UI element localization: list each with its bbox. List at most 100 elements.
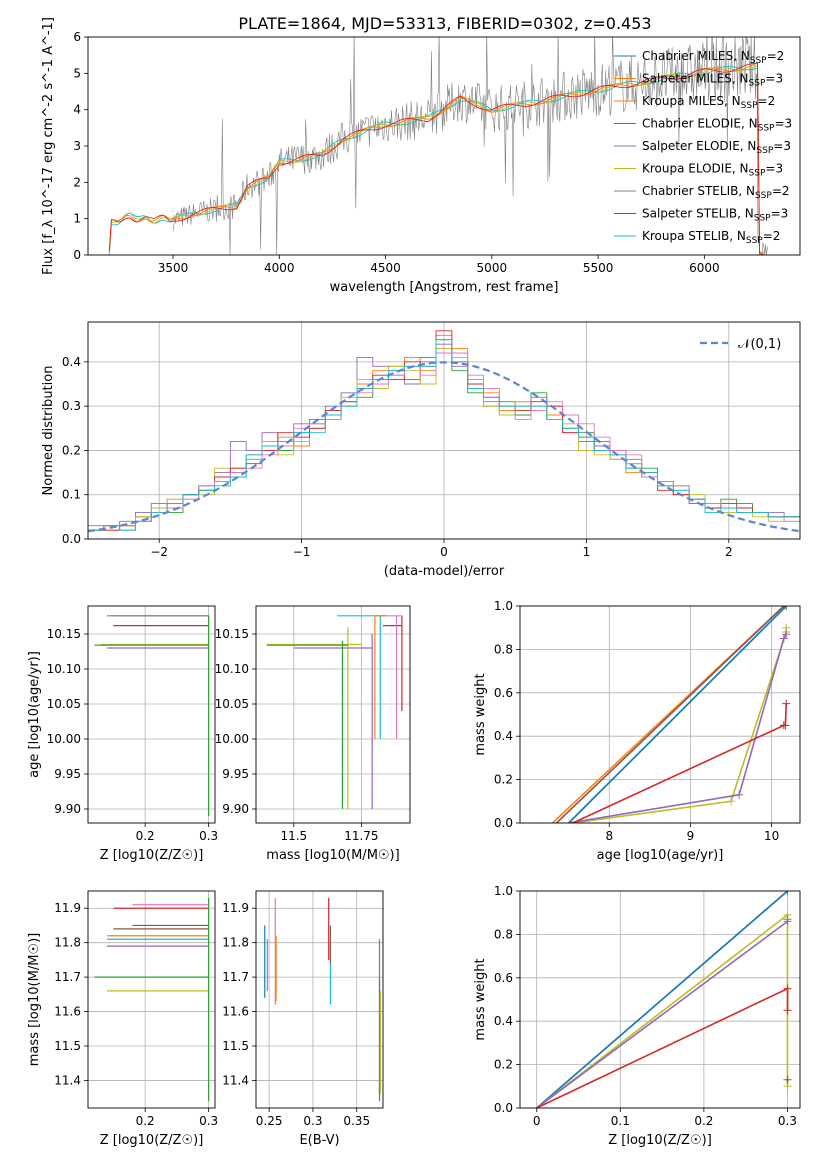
- y-tick-label: 1.0: [494, 884, 513, 898]
- weight-line: [536, 987, 789, 1108]
- x-tick-label: 11.75: [344, 829, 378, 843]
- y-tick-label: 4: [73, 103, 81, 117]
- x-tick-label: 9: [687, 829, 695, 843]
- x-axis-label: E(B-V): [299, 1133, 339, 1148]
- panel-spectrum: 3500 4000 4500 5000 5500 6000 0 1 2 3 4 5 6 wavelengt…: [41, 17, 801, 295]
- weight-line: [568, 633, 787, 823]
- y-tick-label: 5: [73, 66, 81, 80]
- panel-mass-vs-z: 0.2 0.3 11.4 11.5 11.6 11.7 11.8 11.9 Z [log10(Z…: [27, 890, 218, 1148]
- y-tick-label: 0.4: [494, 729, 513, 743]
- y-axis-label: Flux [f_λ 10^-17 erg cm^-2 s^-1 A^-1]: [41, 17, 56, 275]
- legend-label: Chabrier ELODIE, NSSP=3: [642, 117, 792, 134]
- y-tick-label: 6: [73, 30, 81, 44]
- x-axis-label: Z [log10(Z/Z☉)]: [608, 1133, 712, 1148]
- weight-marker: [782, 630, 791, 639]
- y-tick-label: 10.05: [215, 697, 249, 711]
- legend-subscript: SSP: [746, 236, 763, 246]
- axes-frame: [87, 890, 216, 1109]
- x-tick-label: 11.5: [280, 829, 307, 843]
- plot-area: [94, 615, 210, 816]
- y-tick-label: 9.90: [222, 802, 249, 816]
- axes-frame: [519, 890, 801, 1109]
- y-tick-label: 0.2: [494, 1058, 513, 1072]
- y-tick-label: 11.7: [222, 970, 249, 984]
- x-axis-label: Z [log10(Z/Z☉)]: [100, 848, 204, 863]
- panel-mass-vs-ebv: 0.25 0.3 0.35 11.4 11.5 11.6 11.7 11.8 11.9 E(B-V…: [222, 890, 384, 1148]
- y-tick-label: 0.0: [494, 816, 513, 830]
- x-axis-label: (data-model)/error: [384, 564, 505, 579]
- legend-value: =3: [771, 207, 789, 221]
- x-tick-label: 0.1: [611, 1114, 630, 1128]
- model-spectrum-line: [108, 65, 764, 255]
- y-tick-label: 0.1: [62, 488, 81, 502]
- y-tick-label: 10.15: [215, 627, 249, 641]
- weight-marker: [727, 797, 736, 806]
- y-tick-label: 0: [73, 248, 81, 262]
- y-tick-label: 0.0: [62, 532, 81, 546]
- y-tick-label: 0.0: [494, 1101, 513, 1115]
- legend-subscript: SSP: [750, 56, 767, 66]
- x-tick-label: 0.3: [199, 1114, 218, 1128]
- gaussian-curve: [88, 361, 800, 533]
- x-tick-label: 8: [605, 829, 613, 843]
- axes-frame: [255, 890, 384, 1109]
- x-tick-label: 5000: [477, 261, 508, 275]
- x-axis-label: mass [log10(M/M☉)]: [266, 848, 399, 863]
- y-tick-label: 1.0: [494, 599, 513, 613]
- y-tick-label: 10.00: [215, 732, 249, 746]
- y-axis-label: Normed distribution: [41, 366, 56, 496]
- y-tick-label: 0.2: [62, 443, 81, 457]
- y-tick-label: 10.10: [47, 662, 81, 676]
- legend-label: Chabrier STELIB, NSSP=2: [642, 184, 790, 201]
- weight-marker: [781, 721, 790, 730]
- x-tick-label: 0.35: [343, 1114, 370, 1128]
- x-tick-label: 4000: [264, 261, 295, 275]
- x-tick-label: 0.2: [136, 1114, 155, 1128]
- y-axis-label: mass weight: [473, 958, 488, 1040]
- y-tick-label: 0.8: [494, 642, 513, 656]
- legend-label: 𝒩(0,1): [738, 337, 781, 352]
- histogram-step: [88, 339, 800, 531]
- axes-frame: [519, 605, 801, 824]
- plot-area: [94, 897, 210, 1102]
- y-tick-label: 11.6: [54, 1005, 81, 1019]
- panel-weight-vs-z: 0 0.1 0.2 0.3 0.0 0.2 0.4 0.6 0.8 1.0 Z [log10(Z/Z…: [473, 884, 801, 1148]
- weight-line: [536, 919, 789, 1108]
- x-tick-label: 6000: [689, 261, 720, 275]
- legend-value: =2: [763, 229, 781, 243]
- weight-marker: [783, 891, 792, 895]
- y-tick-label: 0.3: [62, 399, 81, 413]
- figure-title: PLATE=1864, MJD=53313, FIBERID=0302, z=0…: [238, 14, 651, 33]
- x-tick-label: 0.3: [778, 1114, 797, 1128]
- weight-line: [555, 606, 785, 823]
- y-tick-label: 3: [73, 139, 81, 153]
- y-tick-label: 10.05: [47, 697, 81, 711]
- y-tick-label: 11.8: [54, 936, 81, 950]
- y-tick-label: 0.6: [494, 971, 513, 985]
- legend-subscript: SSP: [758, 124, 775, 134]
- plot-area: [536, 891, 792, 1108]
- x-tick-label: 0: [440, 545, 448, 559]
- y-tick-label: 11.4: [222, 1073, 249, 1087]
- y-tick-label: 9.95: [54, 767, 81, 781]
- weight-marker: [783, 915, 792, 924]
- weight-marker: [735, 790, 744, 799]
- x-tick-label: 2: [725, 545, 733, 559]
- legend-subscript: SSP: [749, 79, 766, 89]
- legend-value: =3: [765, 72, 783, 86]
- x-tick-label: 0.3: [303, 1114, 322, 1128]
- x-tick-label: −1: [293, 545, 311, 559]
- axes-frame: [87, 36, 801, 256]
- x-tick-label: 0.2: [136, 829, 155, 843]
- y-axis-label: age [log10(age/yr)]: [27, 651, 42, 778]
- y-tick-label: 0.4: [62, 355, 81, 369]
- x-tick-label: 1: [583, 545, 591, 559]
- weight-marker: [779, 606, 788, 610]
- weight-line: [568, 606, 787, 823]
- x-axis-label: wavelength [Angstrom, rest frame]: [330, 280, 559, 295]
- weight-marker: [783, 984, 792, 993]
- panel-age-vs-mass: 11.5 11.75 9.90 9.95 10.00 10.05 10.10 10.15 mas…: [215, 605, 411, 863]
- x-axis-label: Z [log10(Z/Z☉)]: [100, 1133, 204, 1148]
- weight-marker: [783, 1075, 792, 1084]
- weight-marker: [782, 699, 791, 708]
